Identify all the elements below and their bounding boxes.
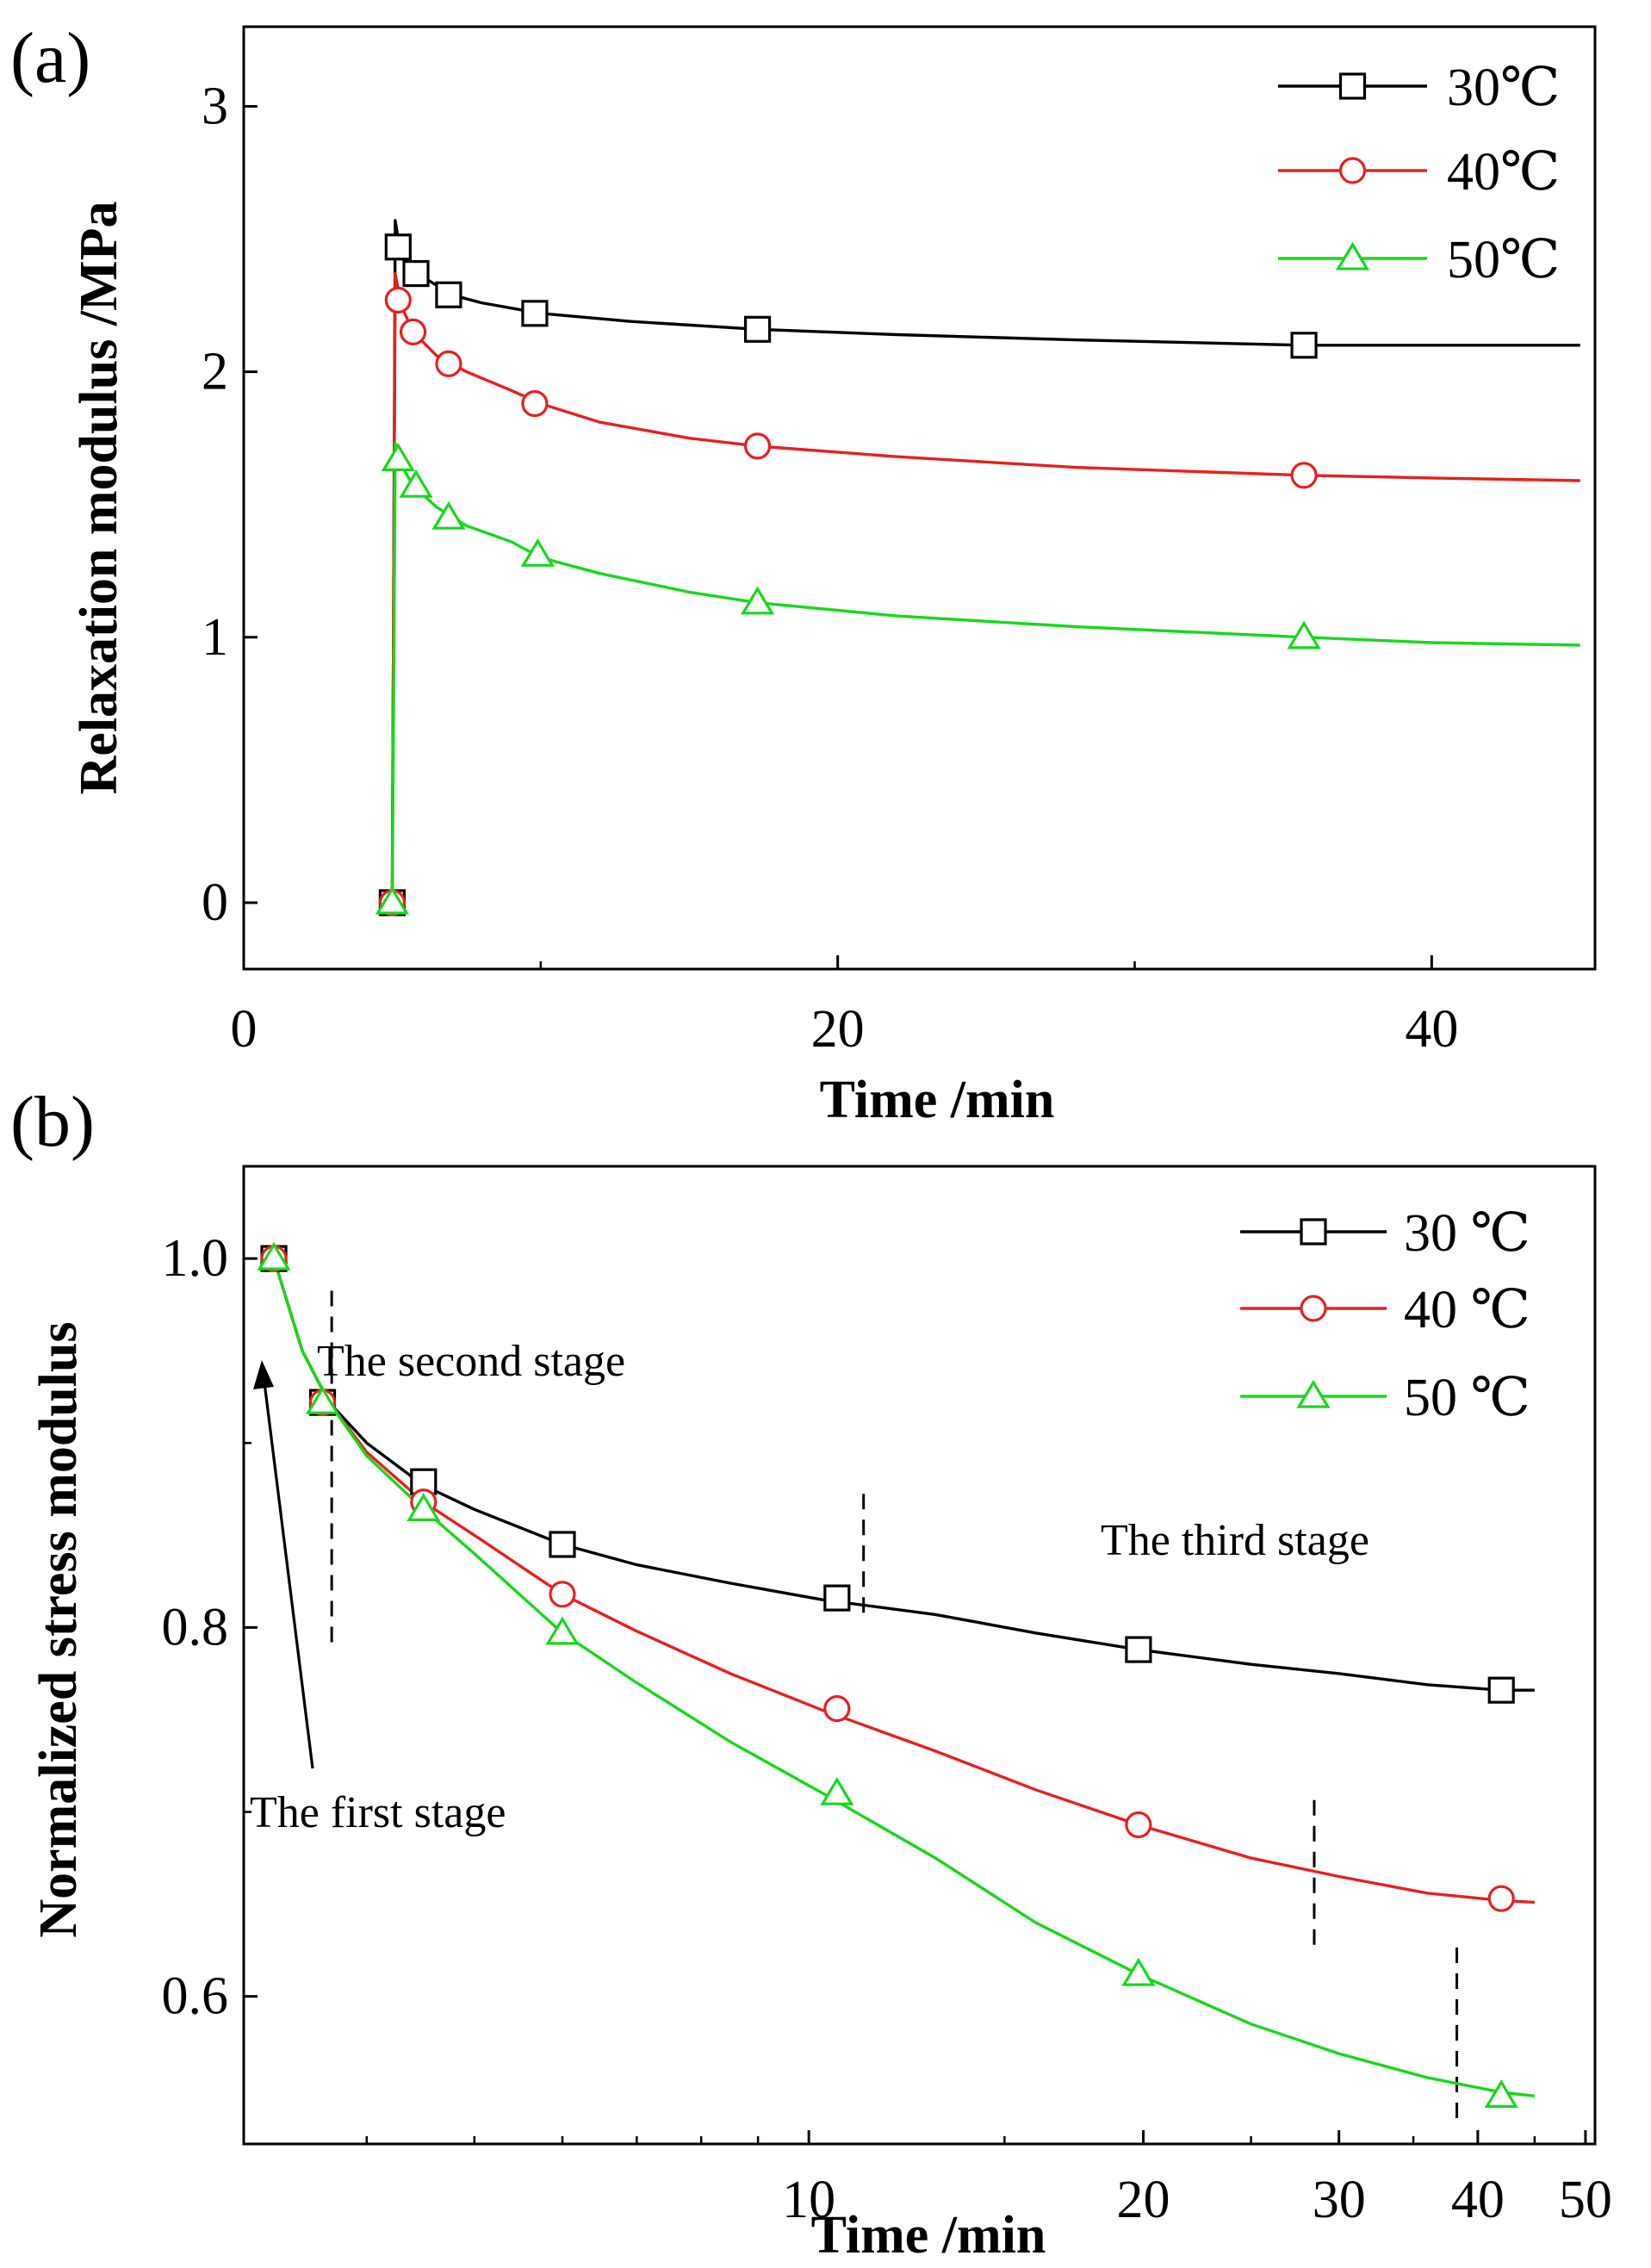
- data-point-circle: [1290, 462, 1318, 489]
- x-tick-label: 20: [1117, 2171, 1170, 2229]
- y-tick-label: 1: [202, 608, 228, 667]
- data-point-triangle: [1484, 2079, 1518, 2108]
- legend-label: 50 ℃: [1404, 1369, 1530, 1427]
- data-point-square: [823, 1584, 851, 1612]
- legend-label: 30 ℃: [1404, 1204, 1530, 1263]
- x-tick-label: 30: [1313, 2171, 1366, 2229]
- legend-marker-circle: [1300, 1295, 1327, 1322]
- x-axis-title: Time /min: [811, 2206, 1046, 2265]
- data-point-triangle: [1121, 1957, 1156, 1986]
- panel-label: (b): [10, 1082, 95, 1162]
- y-tick-label: 0: [202, 873, 228, 932]
- data-point-triangle: [407, 1493, 441, 1521]
- y-tick-label: 3: [202, 77, 228, 135]
- data-point-square: [1290, 332, 1318, 359]
- data-point-circle: [549, 1581, 576, 1608]
- legend-marker-circle: [1338, 157, 1367, 184]
- data-point-square: [402, 259, 430, 288]
- series-line-circle: [390, 271, 1580, 904]
- data-point-triangle: [740, 586, 775, 615]
- data-point-square: [549, 1531, 576, 1558]
- legend-marker-square: [1338, 72, 1367, 100]
- plot-frame: [242, 1165, 1597, 2146]
- data-point-triangle: [1287, 620, 1321, 649]
- annotation-arrow-shaft: [263, 1382, 314, 1769]
- legend-label: 40 ℃: [1404, 1281, 1530, 1339]
- data-point-triangle: [305, 1385, 340, 1414]
- series-line-circle: [272, 1258, 1535, 1904]
- series-line-square: [390, 219, 1580, 904]
- data-point-triangle: [431, 500, 466, 530]
- y-axis-title: Relaxation modulus /MPa: [70, 202, 128, 795]
- data-point-triangle: [545, 1616, 580, 1645]
- data-point-square: [521, 300, 549, 327]
- data-point-triangle: [520, 538, 556, 567]
- data-point-circle: [384, 286, 412, 314]
- y-tick-label: 2: [202, 343, 228, 401]
- stage-annotation: The third stage: [1101, 1516, 1369, 1565]
- data-point-square: [1125, 1636, 1152, 1663]
- legend-marker-square: [1300, 1218, 1327, 1246]
- x-tick-label: 10: [782, 2171, 835, 2229]
- panel-a-relaxation-modulus-chart: (a) 0 1 2 3 0 20 40 Time /min Relaxation modulus …: [10, 18, 1597, 1129]
- legend-marker-triangle: [1335, 241, 1370, 270]
- data-point-circle: [1487, 1885, 1515, 1912]
- series-line-square: [272, 1258, 1535, 1692]
- y-tick-label: 1.0: [162, 1229, 229, 1288]
- data-point-circle: [743, 432, 772, 460]
- panel-label: (a): [10, 18, 90, 98]
- stage-annotation: The second stage: [317, 1337, 625, 1386]
- y-tick-label: 0.8: [162, 1598, 229, 1656]
- data-point-triangle: [375, 885, 410, 915]
- series-line-triangle: [272, 1258, 1536, 2097]
- data-point-triangle: [820, 1776, 854, 1805]
- data-point-circle: [399, 318, 427, 345]
- series-line-triangle: [390, 442, 1580, 904]
- annotation-arrow-head: [253, 1360, 274, 1389]
- data-point-triangle: [381, 443, 415, 471]
- data-point-square: [1487, 1676, 1515, 1704]
- legend-label: 30℃: [1447, 59, 1560, 117]
- panel-b-normalized-stress-chart: (b) 0.6 0.8 1.0 10 20 30 40 50 Time /min Normalize…: [10, 1082, 1612, 2265]
- x-tick-label: 40: [1405, 1000, 1458, 1059]
- legend-marker-triangle: [1296, 1379, 1331, 1408]
- data-point-triangle: [257, 1241, 291, 1271]
- x-tick-label: 0: [231, 1000, 258, 1059]
- stage-annotation: The first stage: [250, 1788, 506, 1837]
- data-point-triangle: [399, 469, 433, 498]
- x-axis-title: Time /min: [820, 1071, 1055, 1129]
- legend-label: 50℃: [1447, 231, 1560, 289]
- data-point-circle: [521, 390, 549, 418]
- x-tick-label: 50: [1559, 2171, 1612, 2229]
- data-point-square: [384, 233, 412, 261]
- data-point-circle: [823, 1695, 851, 1723]
- legend-label: 40℃: [1447, 143, 1560, 202]
- x-tick-label: 40: [1451, 2171, 1505, 2229]
- y-tick-label: 0.6: [162, 1967, 229, 2026]
- data-point-circle: [435, 350, 462, 377]
- y-axis-title: Normalized stress modulus: [29, 1321, 88, 1937]
- data-point-circle: [1125, 1811, 1152, 1839]
- data-point-square: [743, 315, 772, 343]
- plot-frame: [242, 25, 1597, 971]
- x-tick-label: 20: [811, 1000, 865, 1059]
- data-point-square: [435, 281, 462, 308]
